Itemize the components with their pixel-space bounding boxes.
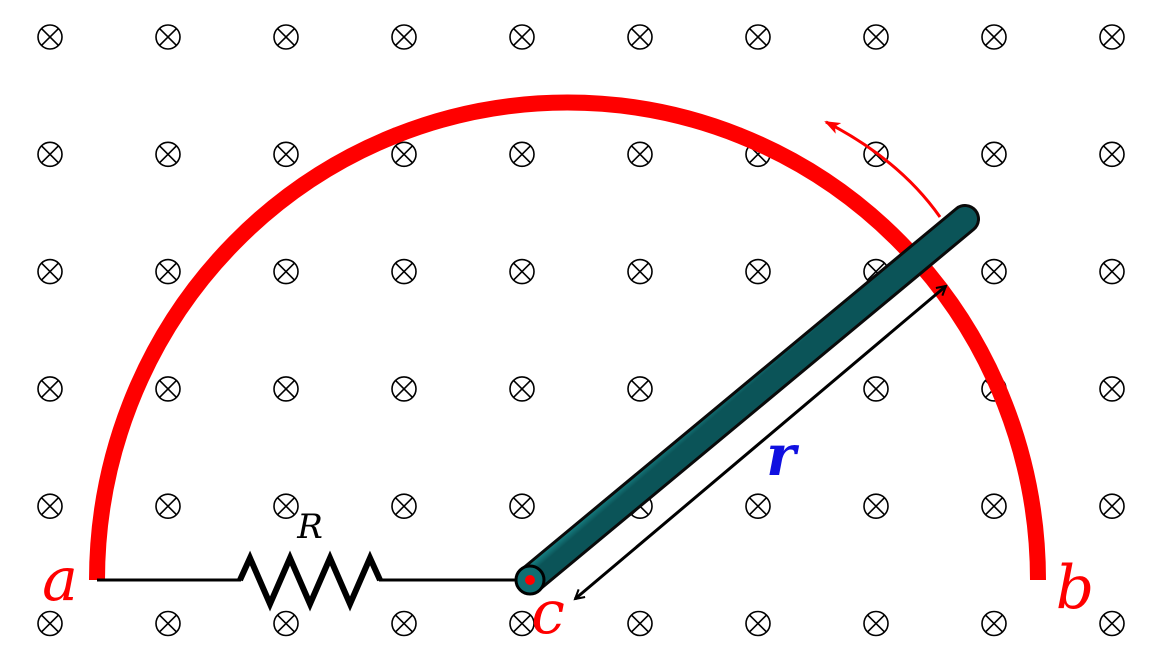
field-into-page-icon — [273, 493, 299, 520]
field-into-page-icon — [863, 376, 889, 402]
field-into-page-icon — [509, 376, 535, 402]
label-c: c — [531, 578, 565, 648]
field-into-page-icon — [981, 258, 1007, 285]
field-into-page-icon — [37, 24, 63, 50]
field-into-page-icon — [1099, 141, 1125, 168]
rotation-arrow-icon — [824, 120, 942, 218]
field-into-page-icon — [981, 493, 1007, 520]
field-into-page-icon — [1099, 610, 1125, 637]
field-into-page-icon — [273, 258, 299, 285]
field-into-page-icon — [391, 258, 417, 285]
field-into-page-icon — [509, 493, 535, 520]
field-into-page-icon — [273, 24, 299, 50]
field-into-page-icon — [509, 141, 535, 168]
field-into-page-icon — [1099, 493, 1125, 520]
field-into-page-icon — [745, 610, 771, 637]
field-into-page-icon — [1099, 376, 1125, 402]
semicircular-rail — [89, 94, 1046, 581]
field-into-page-icon — [391, 376, 417, 402]
field-into-page-icon — [863, 24, 889, 50]
rotating-rod — [518, 207, 977, 592]
field-into-page-icon — [155, 141, 181, 168]
field-into-page-icon — [745, 24, 771, 50]
label-radius: r — [766, 423, 799, 489]
label-b: b — [1056, 553, 1094, 623]
field-into-page-icon — [37, 610, 63, 637]
field-into-page-icon — [863, 610, 889, 637]
field-into-page-icon — [981, 141, 1007, 168]
radius-arrow-icon — [575, 286, 946, 599]
field-into-page-icon — [627, 258, 653, 285]
field-into-page-icon — [273, 610, 299, 637]
label-a: a — [42, 545, 78, 615]
field-into-page-icon — [627, 376, 653, 402]
field-into-page-icon — [627, 610, 653, 637]
field-into-page-icon — [391, 141, 417, 168]
field-into-page-icon — [37, 258, 63, 285]
field-into-page-icon — [37, 376, 63, 402]
field-into-page-icon — [155, 258, 181, 285]
field-into-page-icon — [1099, 24, 1125, 50]
field-into-page-icon — [627, 24, 653, 50]
field-into-page-icon — [981, 24, 1007, 50]
field-into-page-icon — [863, 493, 889, 520]
field-into-page-icon — [273, 141, 299, 168]
field-into-page-icon — [745, 493, 771, 520]
field-into-page-icon — [391, 493, 417, 520]
field-into-page-icon — [981, 610, 1007, 637]
field-into-page-icon — [627, 141, 653, 168]
field-into-page-icon — [155, 24, 181, 50]
field-into-page-icon — [155, 610, 181, 637]
field-into-page-icon — [155, 376, 181, 402]
field-into-page-icon — [391, 610, 417, 637]
label-resistor: R — [296, 507, 323, 547]
field-into-page-icon — [37, 493, 63, 520]
field-into-page-icon — [155, 493, 181, 520]
pivot-point — [525, 575, 535, 585]
field-into-page-icon — [509, 258, 535, 285]
field-into-page-icon — [509, 610, 535, 637]
field-into-page-icon — [273, 376, 299, 402]
field-into-page-icon — [1099, 258, 1125, 285]
field-into-page-icon — [391, 24, 417, 50]
resistor-icon — [237, 550, 383, 612]
field-into-page-icon — [37, 141, 63, 168]
field-into-page-icon — [745, 258, 771, 285]
field-into-page-icon — [509, 24, 535, 50]
